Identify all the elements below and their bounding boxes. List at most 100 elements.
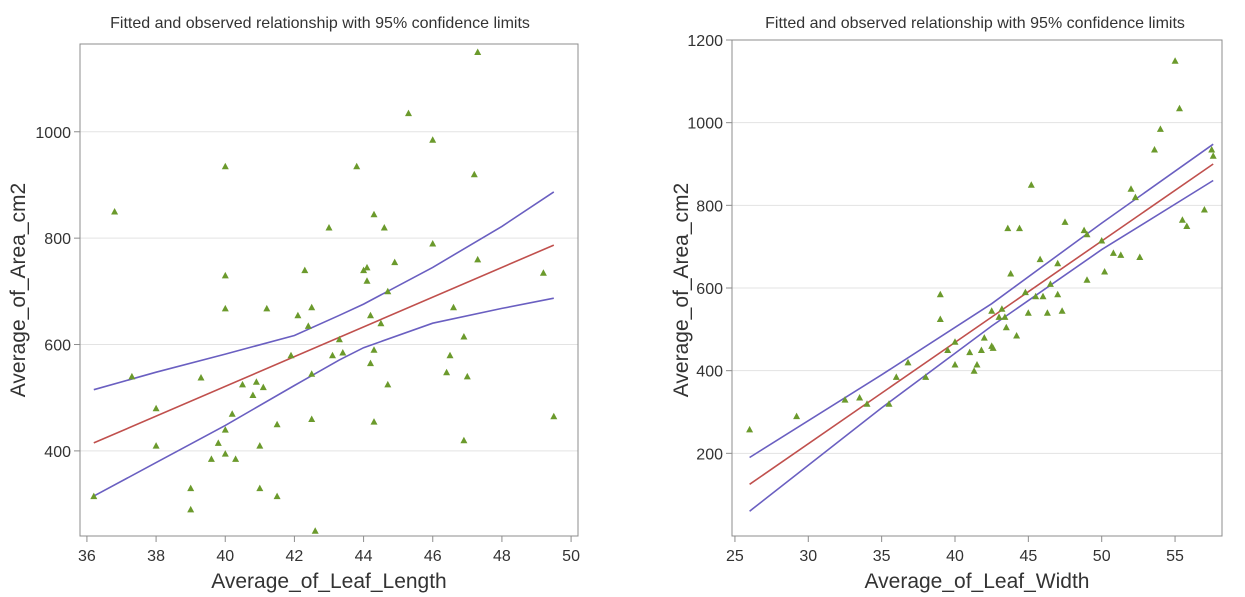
data-point [1183,222,1191,229]
y-tick-label: 800 [696,198,723,215]
data-point [904,358,912,366]
y-tick-label: 1000 [35,125,71,142]
lower-confidence-limit [93,297,554,497]
x-tick-label: 42 [286,548,304,565]
y-axis-ticks: 200 400 600 800 1000 1200 [687,33,732,463]
data-point [1117,251,1125,258]
data-point [550,412,558,420]
data-point [111,208,119,215]
data-point [1024,309,1032,316]
data-point [152,404,160,412]
x-tick-label: 25 [726,548,744,565]
gridlines [732,39,1222,454]
data-point [273,420,281,428]
data-point [1054,290,1062,298]
data-point [1178,216,1186,223]
y-axis-ticks: 400 600 800 1000 [35,125,80,461]
y-tick-label: 400 [44,444,71,461]
data-point [228,410,236,417]
data-point [1013,332,1021,339]
y-tick-label: 200 [696,446,723,463]
data-point [1200,206,1208,213]
data-point [460,436,468,444]
x-tick-label: 48 [493,548,511,565]
x-tick-label: 45 [1019,548,1037,565]
data-point [377,319,385,327]
data-point [370,210,378,218]
data-points [90,48,558,534]
x-axis-label: Average_of_Leaf_Width [865,570,1090,593]
data-point [1101,268,1109,275]
data-point [1032,292,1040,300]
data-point [239,380,246,388]
data-point [380,224,388,231]
data-point [221,162,229,170]
data-point [936,315,944,322]
y-tick-label: 1200 [687,33,723,50]
data-point [384,287,392,295]
data-point [363,263,371,271]
data-point [152,442,160,449]
data-point [944,346,952,353]
fitted-line-path [749,163,1214,485]
data-point [1083,230,1091,238]
x-tick-label: 55 [1166,548,1184,565]
x-axis-ticks: 36 38 40 42 44 46 48 50 [78,536,580,565]
y-axis-label: Average_of_Area_cm2 [7,183,30,397]
data-point [325,224,333,231]
data-point [977,346,985,353]
data-point [1131,193,1139,201]
data-point [922,373,930,380]
data-point [450,303,457,311]
data-point [287,351,295,359]
y-tick-label: 800 [44,231,71,248]
data-point [1021,288,1029,296]
data-point [221,450,229,457]
data-point [90,492,98,500]
data-point [259,383,267,391]
data-point [252,378,260,385]
data-point [470,170,478,178]
data-point [256,442,264,449]
data-point [988,307,996,314]
data-point [1156,125,1164,132]
data-point [1007,270,1015,277]
data-point [367,359,374,367]
data-point [1208,146,1216,153]
data-point [989,344,997,351]
data-point [474,255,482,263]
data-point [973,361,981,368]
x-tick-label: 44 [355,548,373,565]
data-point [474,48,482,55]
data-point [892,373,900,380]
data-point [1136,253,1144,260]
y-tick-label: 600 [44,338,71,355]
data-point [936,290,944,298]
data-point [405,109,412,117]
data-point [970,367,978,374]
data-point [353,162,361,170]
data-point [1151,146,1158,153]
data-point [311,527,319,534]
data-point [391,258,399,266]
data-point [1002,323,1010,331]
confidence-limits [749,143,1214,512]
data-point [429,240,437,247]
x-tick-label: 40 [946,548,964,565]
chart-title: Fitted and observed relationship with 95… [765,15,1185,32]
data-point [370,418,378,425]
data-point [1043,309,1051,316]
data-point [221,426,229,433]
x-tick-label: 36 [78,548,96,565]
data-point [1016,224,1023,232]
data-point [1036,255,1044,263]
data-point [446,351,454,359]
data-point [273,492,281,500]
data-point [856,394,864,401]
data-point [384,380,392,388]
x-tick-label: 38 [147,548,165,565]
data-point [746,425,754,433]
data-point [1046,280,1054,287]
data-point [951,338,959,345]
